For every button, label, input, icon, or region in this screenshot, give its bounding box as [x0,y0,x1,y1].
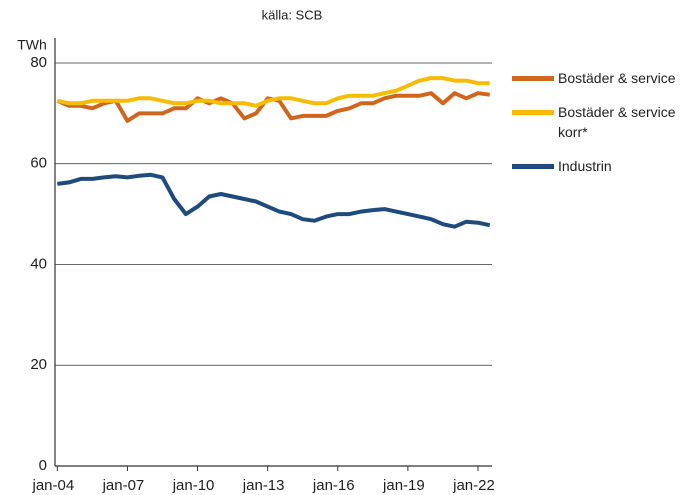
legend-swatch [512,76,554,81]
legend-item: Bostäder & service korr* [512,102,699,142]
legend-item: Industrin [512,156,699,176]
x-tick-label: jan-16 [312,477,355,494]
legend-item: Bostäder & service [512,68,699,88]
legend-label: Bostäder & service korr* [558,104,676,140]
x-tick-label: jan-22 [452,477,495,494]
line-series [57,172,491,229]
line-series [56,76,490,108]
x-tick-label: jan-13 [242,477,285,494]
y-tick-label: 80 [30,54,47,71]
legend-swatch [512,164,554,169]
legend-swatch [512,110,554,115]
line-series [56,91,490,123]
y-axis-label: TWh [17,37,47,53]
chart-title: källa: SCB [262,7,323,22]
y-tick-label: 60 [30,155,47,172]
legend-label: Industrin [558,158,612,174]
x-tick-label: jan-04 [31,477,74,494]
legend: Bostäder & service Bostäder & service kor… [512,68,699,190]
x-tick-label: jan-10 [172,477,215,494]
legend-label: Bostäder & service [558,70,676,86]
y-tick-label: 40 [30,255,47,272]
x-tick-label: jan-19 [382,477,425,494]
y-tick-label: 20 [30,356,47,373]
y-tick-label: 0 [39,457,47,474]
x-tick-label: jan-07 [102,477,145,494]
